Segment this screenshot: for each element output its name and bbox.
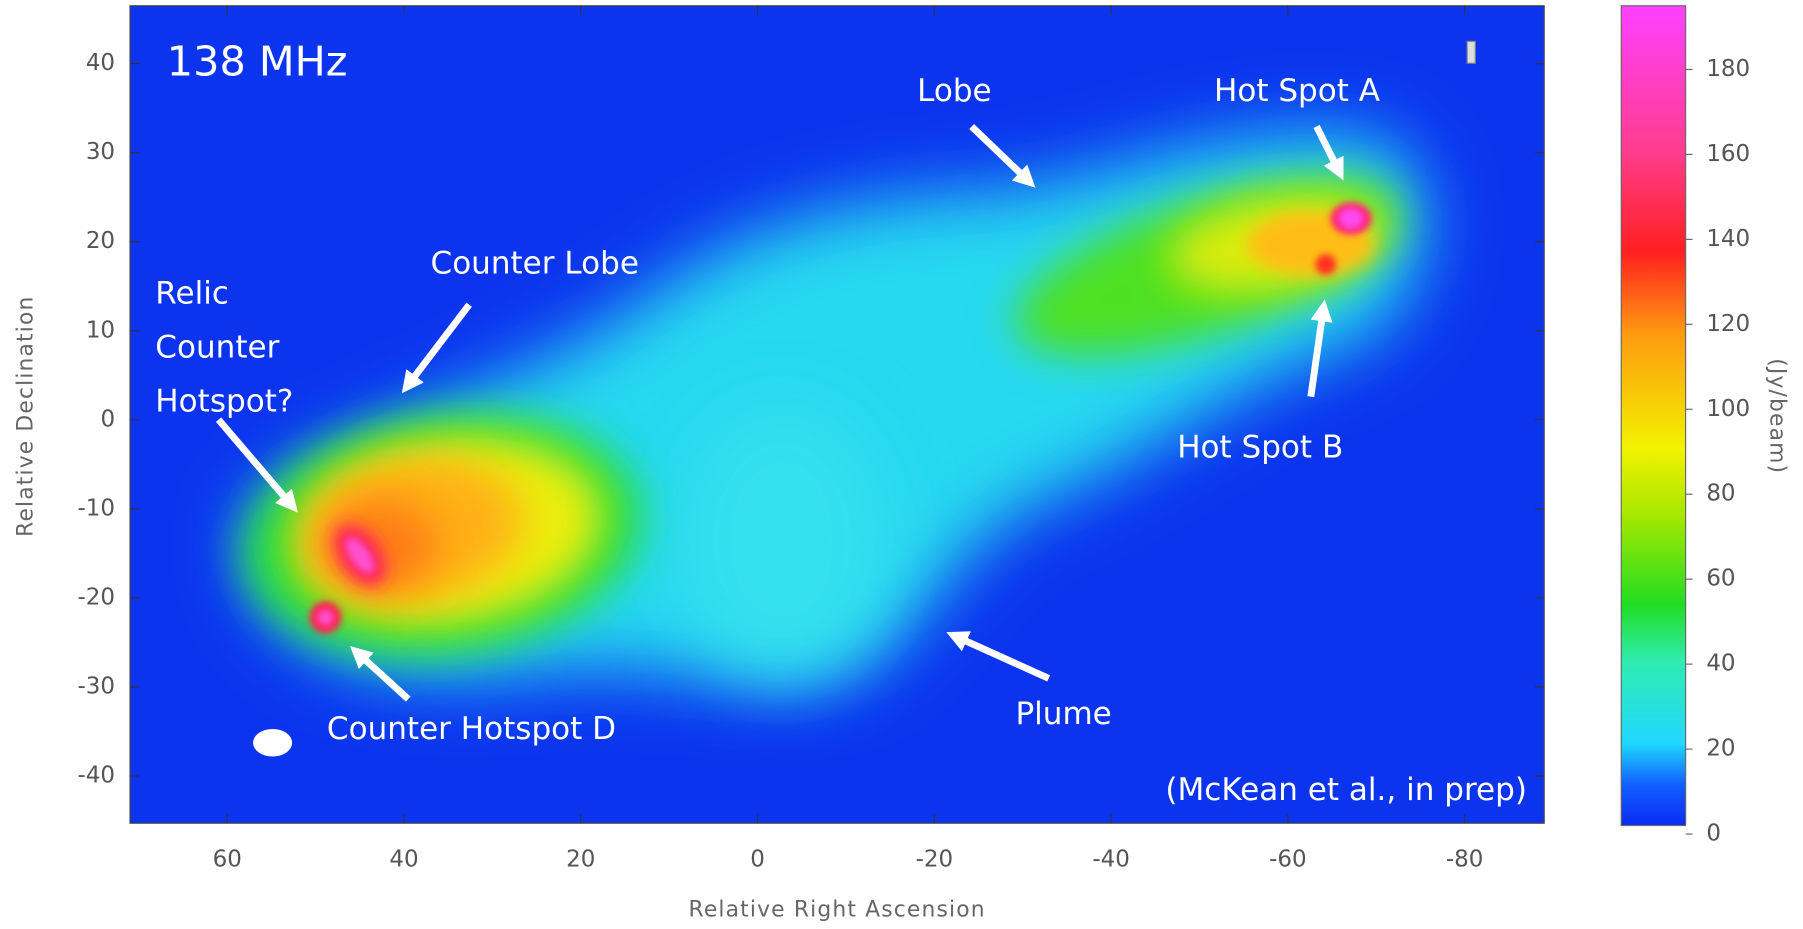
- annotation: Hot Spot A: [1214, 73, 1380, 109]
- x-tick-label: 20: [566, 847, 595, 873]
- colorbar-tick-label: 120: [1706, 311, 1750, 337]
- annotation: Plume: [1015, 696, 1111, 732]
- x-tick-label: -60: [1269, 847, 1307, 873]
- x-tick-label: -20: [916, 847, 954, 873]
- y-tick-label: 40: [86, 50, 115, 76]
- colorbar: [1621, 6, 1685, 826]
- colorbar-tick-label: 0: [1706, 821, 1721, 847]
- chart: 138 MHz Lobe Hot Spot A Hot Spot B Count…: [0, 0, 1803, 929]
- chart-title: 138 MHz: [167, 37, 348, 85]
- y-tick-label: -10: [78, 495, 116, 521]
- x-tick-label: 0: [750, 847, 765, 873]
- annotation: Counter Lobe: [431, 245, 639, 281]
- colorbar-tick-label: 100: [1706, 396, 1750, 422]
- x-tick-label: 40: [389, 847, 418, 873]
- annotation: Relic Counter Hotspot?: [155, 267, 345, 428]
- colorbar-tick-label: 80: [1706, 481, 1735, 507]
- annotation: Counter Hotspot D: [327, 711, 616, 747]
- colorbar-tick-label: 140: [1706, 226, 1750, 252]
- y-tick-label: 10: [86, 317, 115, 343]
- x-tick-label: -40: [1092, 847, 1130, 873]
- annotation: Lobe: [917, 73, 992, 109]
- y-tick-label: 30: [86, 139, 115, 165]
- x-tick-label: 60: [213, 847, 242, 873]
- x-axis-title: Relative Right Ascension: [689, 897, 986, 922]
- colorbar-tick-label: 40: [1706, 651, 1735, 677]
- y-tick-label: -20: [78, 584, 116, 610]
- y-axis-title: Relative Declination: [13, 296, 38, 537]
- colorbar-tick-label: 20: [1706, 736, 1735, 762]
- y-tick-label: -30: [78, 673, 116, 699]
- y-tick-label: -40: [78, 763, 116, 789]
- annotation: Hot Spot B: [1177, 429, 1343, 465]
- colorbar-title: (Jy/beam): [1765, 358, 1790, 474]
- colorbar-tick-label: 180: [1706, 56, 1750, 82]
- colorbar-tick-label: 160: [1706, 141, 1750, 167]
- y-tick-label: 20: [86, 228, 115, 254]
- y-tick-label: 0: [100, 406, 115, 432]
- x-tick-label: -80: [1446, 847, 1484, 873]
- annotation-box: Relic Counter Hotspot?: [155, 267, 345, 428]
- colorbar-tick-label: 60: [1706, 566, 1735, 592]
- credit: (McKean et al., in prep): [1165, 772, 1527, 808]
- page: {"chart_data": { "type": "image", "title…: [0, 0, 1803, 929]
